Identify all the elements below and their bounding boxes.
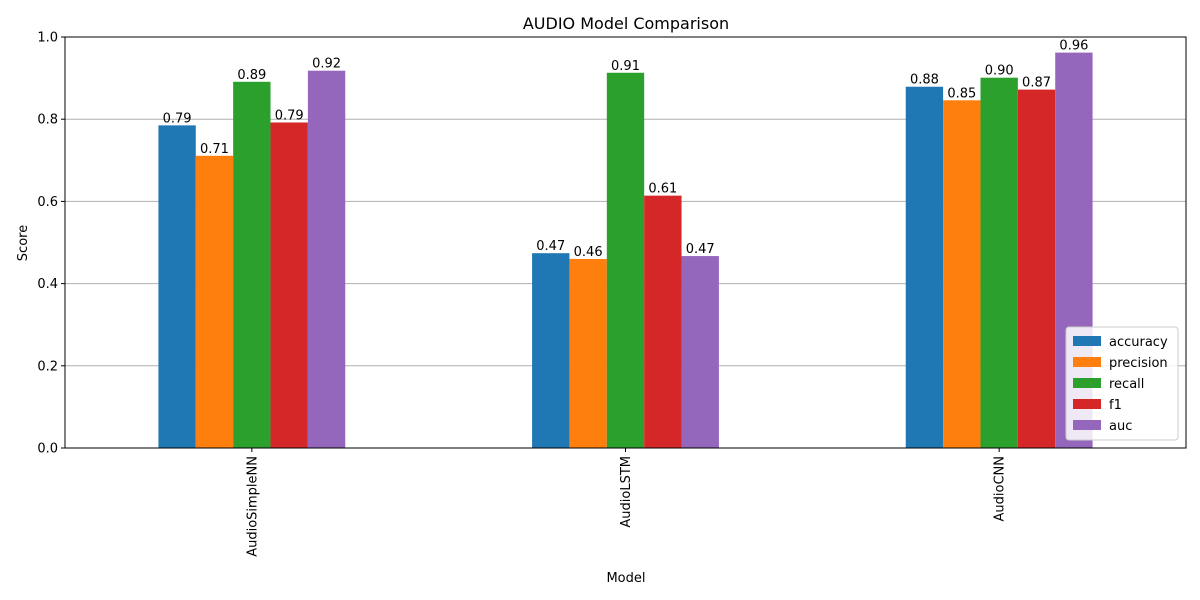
- bar-value-label: 0.71: [200, 142, 229, 157]
- bar-value-label: 0.91: [611, 59, 640, 74]
- bar-value-label: 0.90: [985, 64, 1014, 79]
- bar-accuracy: [905, 86, 944, 448]
- bar-value-label: 0.61: [648, 182, 677, 197]
- y-tick-label: 0.4: [37, 277, 58, 292]
- bar-auc: [681, 256, 719, 448]
- y-tick-label: 0.6: [37, 195, 58, 210]
- bar-value-label: 0.47: [536, 239, 565, 254]
- bar-recall: [980, 77, 1018, 449]
- legend-swatch-precision: [1073, 357, 1101, 367]
- bar-precision: [943, 100, 981, 448]
- bar-value-label: 0.88: [910, 73, 939, 88]
- legend-swatch-f1: [1073, 399, 1101, 409]
- bar-f1: [644, 195, 682, 448]
- bar-value-label: 0.79: [163, 111, 192, 126]
- y-tick-label: 0.8: [37, 113, 58, 128]
- legend-label-precision: precision: [1109, 356, 1168, 371]
- y-tick-label: 0.0: [37, 442, 58, 457]
- chart-title: AUDIO Model Comparison: [523, 14, 729, 33]
- y-axis-title: Score: [16, 225, 31, 261]
- bar-value-label: 0.96: [1059, 39, 1088, 54]
- bar-accuracy: [532, 253, 570, 448]
- x-tick-label: AudioLSTM: [619, 456, 634, 528]
- legend-swatch-auc: [1073, 420, 1101, 430]
- legend-swatch-recall: [1073, 378, 1101, 388]
- axes: 0.0 0.2 0.4 0.6 0.8 1.0 AudioSimpleNN AudioLSTM…: [37, 31, 1187, 557]
- y-tick-label: 1.0: [37, 31, 58, 46]
- bar-precision: [195, 155, 234, 449]
- bar-labels: 0.79 0.71 0.89 0.79 0.92 0.47 0.46 0.91 0.61 0.47…: [163, 39, 1089, 260]
- bar-value-label: 0.47: [686, 242, 715, 257]
- bar-recall: [606, 72, 645, 448]
- legend-label-f1: f1: [1109, 398, 1122, 413]
- x-tick-label: AudioCNN: [993, 456, 1008, 521]
- bar-value-label: 0.46: [574, 245, 603, 260]
- bar-recall: [233, 81, 271, 448]
- legend-label-auc: auc: [1109, 419, 1132, 434]
- legend-box: [1065, 326, 1179, 441]
- bar-value-label: 0.85: [947, 86, 976, 101]
- plot-frame: [64, 36, 1187, 449]
- legend-label-accuracy: accuracy: [1109, 335, 1168, 350]
- bar-value-label: 0.92: [312, 57, 341, 72]
- bar-auc: [307, 70, 346, 449]
- y-tick-label: 0.2: [37, 359, 58, 374]
- bar-value-label: 0.87: [1022, 76, 1051, 91]
- bar-f1: [1017, 89, 1056, 448]
- x-tick-label: AudioSimpleNN: [245, 456, 260, 557]
- legend-label-recall: recall: [1109, 377, 1144, 392]
- bar-precision: [569, 258, 607, 448]
- bar-value-label: 0.79: [275, 108, 304, 123]
- bars: [158, 52, 1093, 449]
- x-axis-title: Model: [606, 571, 645, 586]
- legend-swatch-accuracy: [1073, 336, 1101, 346]
- bar-value-label: 0.89: [237, 68, 266, 83]
- bar-accuracy: [158, 125, 196, 449]
- legend: accuracy precision recall f1 auc: [1065, 326, 1179, 441]
- bar-f1: [270, 122, 308, 448]
